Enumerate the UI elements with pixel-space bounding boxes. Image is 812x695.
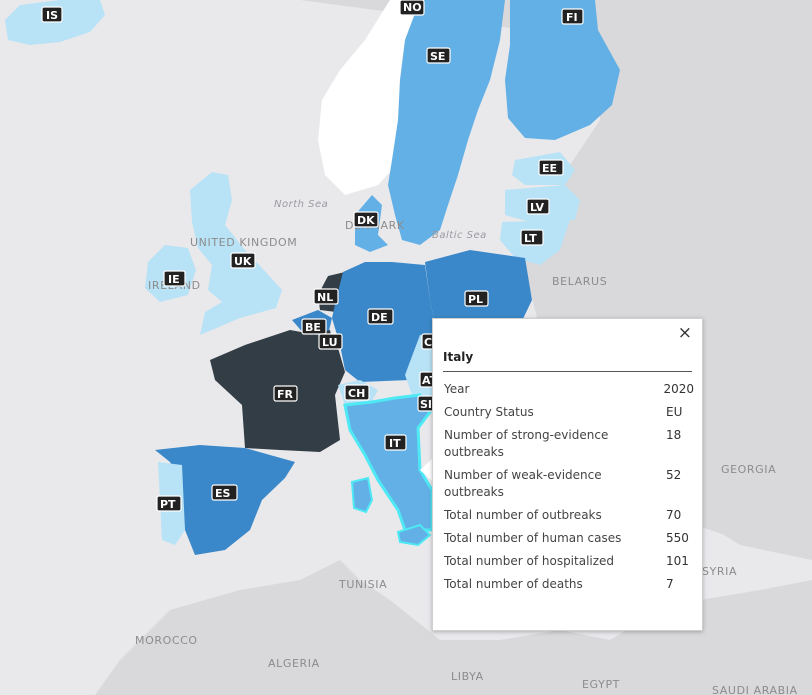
svg-text:SI: SI: [420, 398, 432, 411]
svg-text:IS: IS: [46, 9, 58, 22]
country-code-lu[interactable]: LU: [318, 333, 343, 350]
attr-key: Total number of human cases: [444, 531, 622, 545]
svg-text:FR: FR: [277, 388, 294, 401]
country-code-ch[interactable]: CH: [344, 384, 370, 401]
svg-text:EE: EE: [542, 162, 557, 175]
svg-text:NO: NO: [403, 1, 422, 14]
svg-text:NL: NL: [317, 291, 333, 304]
attr-key: Year: [444, 382, 470, 396]
attr-value: 550: [666, 531, 689, 545]
geo-label-libya: LIBYA: [451, 670, 484, 683]
svg-text:ES: ES: [215, 487, 231, 500]
land-north-africa: [95, 560, 812, 695]
svg-text:LT: LT: [524, 232, 537, 245]
country-code-de[interactable]: DE: [367, 308, 394, 325]
country-code-ie[interactable]: IE: [163, 270, 186, 287]
close-icon[interactable]: ×: [677, 323, 692, 343]
sea-label-north-sea: North Sea: [274, 199, 328, 210]
country-code-se[interactable]: SE: [426, 47, 451, 64]
attr-key: Number of strong-evidence outbreaks: [444, 428, 609, 459]
attr-key: Total number of deaths: [444, 577, 583, 591]
popup-divider: [443, 371, 692, 372]
country-code-lt[interactable]: LT: [520, 229, 544, 246]
geo-label-syria: SYRIA: [702, 565, 737, 578]
country-finland[interactable]: [505, 0, 620, 140]
attr-value: EU: [666, 405, 683, 419]
popup-attribute-table: Year 2020 Country Status EU Number of st…: [444, 381, 694, 599]
country-code-be[interactable]: BE: [301, 318, 327, 335]
svg-text:BE: BE: [305, 321, 321, 334]
attr-row-year: Year 2020: [444, 381, 694, 398]
geo-label-egypt: EGYPT: [582, 678, 620, 691]
island-sardinia[interactable]: [350, 476, 374, 514]
attr-key: Country Status: [444, 405, 534, 419]
country-code-fr[interactable]: FR: [273, 385, 298, 402]
country-code-fi[interactable]: FI: [561, 8, 584, 25]
country-info-popup: × Italy Year 2020 Country Status EU Numb…: [432, 318, 703, 631]
attr-value: 70: [666, 508, 682, 522]
attr-row-deaths: Total number of deaths 7: [444, 576, 694, 593]
popup-pointer: [420, 459, 432, 481]
attr-key: Total number of hospitalized: [444, 554, 615, 568]
attr-value: 18: [666, 428, 682, 442]
svg-text:FI: FI: [566, 11, 578, 24]
attr-row-human-cases: Total number of human cases 550: [444, 530, 694, 547]
attr-value: 101: [666, 554, 689, 568]
svg-text:IT: IT: [389, 437, 401, 450]
svg-text:PT: PT: [160, 498, 176, 511]
country-code-it[interactable]: IT: [384, 434, 407, 451]
country-code-si[interactable]: SI: [417, 395, 435, 412]
attr-row-country-status: Country Status EU: [444, 404, 694, 421]
country-sweden[interactable]: [388, 0, 505, 245]
country-code-dk[interactable]: DK: [353, 211, 379, 228]
svg-text:SE: SE: [430, 50, 445, 63]
geo-label-tunisia: TUNISIA: [338, 578, 387, 591]
country-code-ee[interactable]: EE: [538, 159, 564, 176]
attr-key: Total number of outbreaks: [444, 508, 602, 522]
attr-row-total-outbreaks: Total number of outbreaks 70: [444, 507, 694, 524]
popup-title: Italy: [443, 350, 474, 364]
geo-label-united-kingdom: UNITED KINGDOM: [190, 236, 297, 249]
geo-label-algeria: ALGERIA: [268, 657, 320, 670]
svg-text:UK: UK: [234, 255, 252, 268]
country-code-pt[interactable]: PT: [156, 495, 182, 512]
svg-text:PL: PL: [468, 293, 483, 306]
attr-key: Number of weak-evidence outbreaks: [444, 468, 602, 499]
geo-label-saudi-arabia: SAUDI ARABIA: [712, 684, 798, 695]
land-scandinavia-grey: [300, 0, 812, 300]
svg-text:DK: DK: [357, 214, 375, 227]
country-code-pl[interactable]: PL: [464, 290, 489, 307]
svg-text:LU: LU: [322, 336, 338, 349]
geo-label-morocco: MOROCCO: [135, 634, 198, 647]
country-poland[interactable]: [425, 250, 532, 330]
attr-row-strong-evidence: Number of strong-evidence outbreaks 18: [444, 427, 694, 461]
country-code-lv[interactable]: LV: [526, 198, 550, 215]
svg-text:LV: LV: [530, 201, 544, 214]
svg-text:DE: DE: [371, 311, 388, 324]
country-code-nl[interactable]: NL: [313, 288, 339, 305]
country-code-no[interactable]: NO: [399, 0, 425, 16]
svg-text:CH: CH: [348, 387, 365, 400]
geo-label-belarus: BELARUS: [552, 275, 607, 288]
geo-label-georgia: GEORGIA: [721, 463, 776, 476]
country-code-es[interactable]: ES: [211, 484, 238, 501]
attr-value: 52: [666, 468, 682, 482]
attr-row-hospitalized: Total number of hospitalized 101: [444, 553, 694, 570]
country-code-uk[interactable]: UK: [230, 252, 256, 269]
attr-value: 2020: [663, 382, 694, 396]
svg-text:IE: IE: [168, 273, 180, 286]
attr-row-weak-evidence: Number of weak-evidence outbreaks 52: [444, 467, 694, 501]
sea-label-baltic-sea: Baltic Sea: [432, 230, 487, 241]
country-code-is[interactable]: IS: [41, 6, 63, 23]
island-sicily[interactable]: [396, 523, 432, 547]
attr-value: 7: [666, 577, 674, 591]
